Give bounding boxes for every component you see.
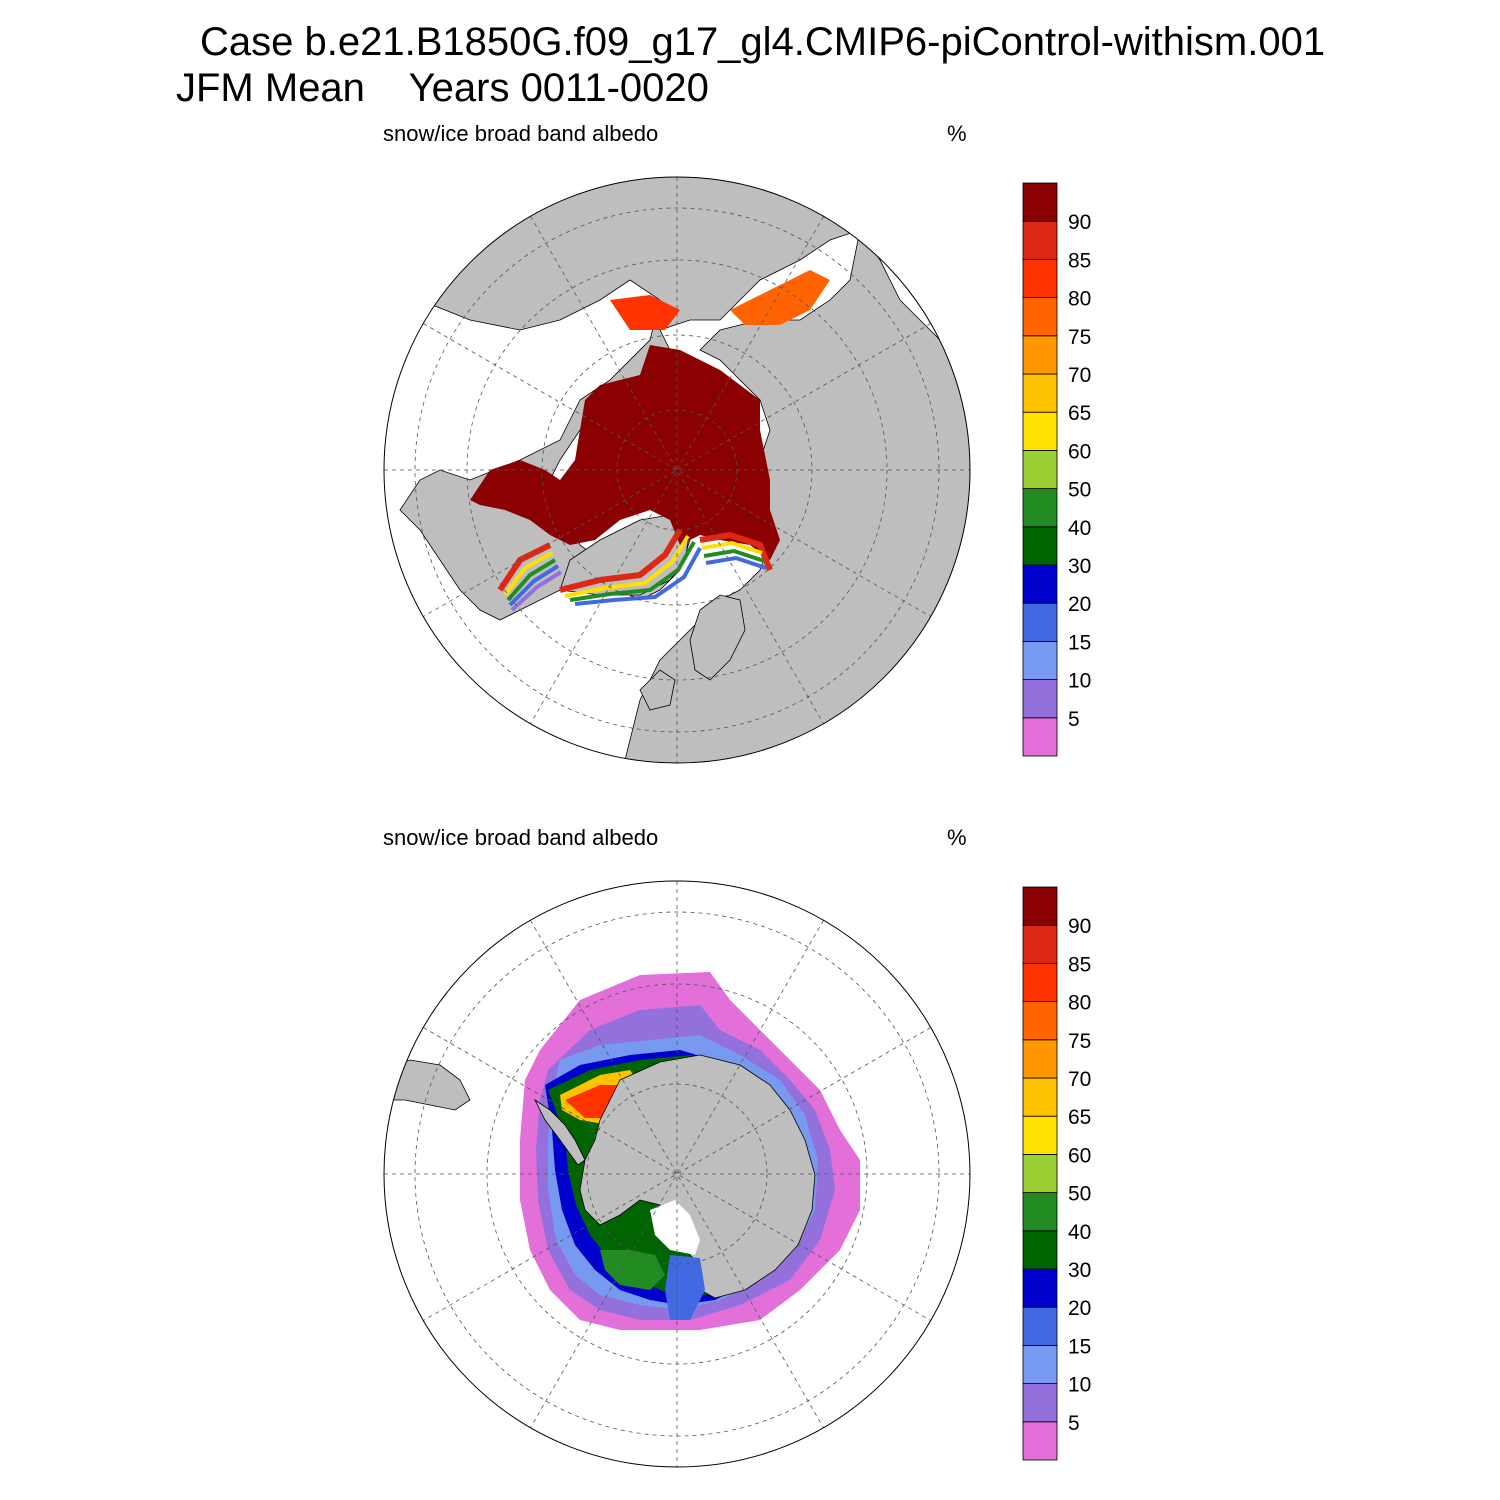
sh-colorbar-tick-label: 65 xyxy=(1068,1106,1091,1129)
sh-colorbar: 5 10 15 20 30 40 50 60 65 70 75 80 85 90 xyxy=(1022,886,1091,1461)
nh-colorbar-tick-label: 20 xyxy=(1068,593,1091,616)
nh-colorbar-cell xyxy=(1022,411,1058,451)
nh-marginal-band-blue xyxy=(508,547,767,607)
nh-colorbar-cell xyxy=(1022,717,1058,757)
nh-graticule xyxy=(384,177,970,763)
nh-colorbar-tick-label: 5 xyxy=(1068,708,1080,731)
sh-colorbar-tick-label: 80 xyxy=(1068,992,1091,1015)
sh-colorbar-cell xyxy=(1022,1306,1058,1346)
sh-colorbar-tick-label: 85 xyxy=(1068,953,1091,976)
sh-colorbar-cell xyxy=(1022,886,1058,926)
nh-colorbar-tick-label: 90 xyxy=(1068,211,1091,234)
sh-colorbar-cell xyxy=(1022,1115,1058,1155)
nh-land-scandinavia xyxy=(689,594,746,681)
nh-marginal-band-red xyxy=(497,528,773,593)
sh-colorbar-tick-label: 40 xyxy=(1068,1221,1091,1244)
sh-colorbar-cell xyxy=(1022,1421,1058,1461)
sh-ross-shelf xyxy=(650,1200,700,1255)
sh-colorbar-cell xyxy=(1022,1383,1058,1423)
nh-colorbar-cell xyxy=(1022,602,1058,642)
nh-colorbar-tick-label: 40 xyxy=(1068,517,1091,540)
case-title: Case b.e21.B1850G.f09_g17_gl4.CMIP6-piCo… xyxy=(200,20,1326,64)
nh-colorbar-cell xyxy=(1022,449,1058,489)
nh-colorbar-tick-label: 15 xyxy=(1068,631,1091,654)
nh-ice-bering xyxy=(610,295,680,330)
sh-colorbar-cell xyxy=(1022,1192,1058,1232)
sh-colorbar-tick-label: 75 xyxy=(1068,1030,1091,1053)
sh-ice-ross-blue xyxy=(665,1255,705,1320)
sh-colorbar-tick-label: 5 xyxy=(1068,1412,1080,1435)
nh-colorbar-cell xyxy=(1022,220,1058,260)
antarctic-map xyxy=(383,880,971,1468)
nh-colorbar-tick-label: 50 xyxy=(1068,479,1091,502)
nh-colorbar: 5 10 15 20 30 40 50 60 65 70 75 80 85 90 xyxy=(1022,182,1091,757)
sh-colorbar-tick-label: 60 xyxy=(1068,1144,1091,1167)
nh-colorbar-tick-label: 65 xyxy=(1068,402,1091,425)
sh-units-label: % xyxy=(947,825,967,850)
sh-colorbar-cell xyxy=(1022,963,1058,1003)
sh-colorbar-cell xyxy=(1022,1001,1058,1041)
sh-colorbar-cell xyxy=(1022,1039,1058,1079)
sh-colorbar-cell xyxy=(1022,1230,1058,1270)
sh-land-peninsula xyxy=(533,1098,586,1166)
nh-land-britain xyxy=(639,669,676,711)
sh-graticule xyxy=(384,881,970,1467)
nh-ice-okhotsk xyxy=(730,270,830,325)
sh-colorbar-tick-label: 15 xyxy=(1068,1335,1091,1358)
sh-colorbar-cell xyxy=(1022,924,1058,964)
sh-land-south-america xyxy=(384,1059,471,1111)
sh-colorbar-tick-label: 70 xyxy=(1068,1068,1091,1091)
sh-colorbar-cell xyxy=(1022,1345,1058,1385)
sh-colorbar-cell xyxy=(1022,1077,1058,1117)
nh-variable-label: snow/ice broad band albedo xyxy=(383,121,659,146)
nh-ice-core xyxy=(470,345,780,560)
sh-variable-label: snow/ice broad band albedo xyxy=(383,825,659,850)
nh-marginal-band-violet xyxy=(510,570,563,612)
sh-colorbar-tick-label: 10 xyxy=(1068,1374,1091,1397)
nh-marginal-band-green xyxy=(506,541,765,602)
nh-colorbar-tick-label: 85 xyxy=(1068,249,1091,272)
arctic-map xyxy=(383,176,971,764)
sh-colorbar-cell xyxy=(1022,1268,1058,1308)
sh-map-border xyxy=(383,880,971,1468)
nh-colorbar-cell xyxy=(1022,373,1058,413)
nh-colorbar-cell xyxy=(1022,526,1058,566)
nh-colorbar-cell xyxy=(1022,182,1058,222)
nh-colorbar-tick-label: 80 xyxy=(1068,288,1091,311)
nh-colorbar-cell xyxy=(1022,258,1058,298)
nh-map-border xyxy=(383,176,971,764)
sh-colorbar-tick-label: 20 xyxy=(1068,1297,1091,1320)
sh-colorbar-cell xyxy=(1022,1154,1058,1194)
nh-colorbar-cell xyxy=(1022,564,1058,604)
sh-ice-ross-green xyxy=(600,1250,665,1290)
nh-colorbar-tick-label: 70 xyxy=(1068,364,1091,387)
nh-colorbar-cell xyxy=(1022,335,1058,375)
nh-colorbar-tick-label: 30 xyxy=(1068,555,1091,578)
nh-colorbar-cell xyxy=(1022,297,1058,337)
period-title: JFM Mean Years 0011-0020 xyxy=(176,66,709,110)
nh-colorbar-cell xyxy=(1022,641,1058,681)
sh-colorbar-tick-label: 30 xyxy=(1068,1259,1091,1282)
sh-colorbar-tick-label: 90 xyxy=(1068,915,1091,938)
nh-colorbar-tick-label: 75 xyxy=(1068,326,1091,349)
nh-colorbar-tick-label: 60 xyxy=(1068,440,1091,463)
nh-colorbar-tick-label: 10 xyxy=(1068,670,1091,693)
nh-units-label: % xyxy=(947,121,967,146)
sh-colorbar-tick-label: 50 xyxy=(1068,1183,1091,1206)
nh-colorbar-cell xyxy=(1022,488,1058,528)
nh-colorbar-cell xyxy=(1022,679,1058,719)
